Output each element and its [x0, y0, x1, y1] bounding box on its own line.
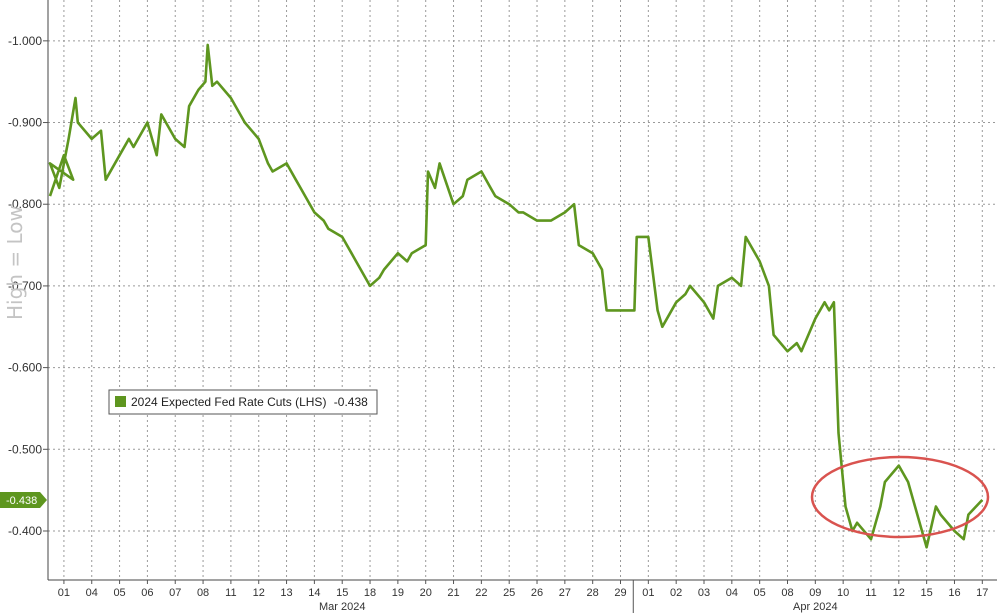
x-tick-label: 01	[58, 587, 70, 599]
x-tick-label: 13	[280, 587, 292, 599]
x-tick-label: 17	[976, 587, 988, 599]
last-value-tag-label: -0.438	[6, 495, 37, 507]
legend-series-name: 2024 Expected Fed Rate Cuts (LHS)	[131, 395, 326, 409]
x-axis-months: Mar 2024 Apr 2024	[319, 601, 838, 613]
x-tick-label: 25	[503, 587, 515, 599]
y-tick-label: -0.800	[8, 197, 42, 211]
x-tick-label: 04	[86, 587, 98, 599]
x-tick-label: 26	[531, 587, 543, 599]
x-tick-label: 15	[336, 587, 348, 599]
month-label: Apr 2024	[793, 601, 838, 613]
x-tick-label: 21	[447, 587, 459, 599]
x-tick-label: 14	[308, 587, 320, 599]
x-tick-label: 10	[837, 587, 849, 599]
y-tick-label: -0.500	[8, 442, 42, 456]
x-axis-ticks: 01 04 05 06 07 08 11 12 13 14 15 18 19 20 21 22 25 26 27 28…	[58, 580, 988, 599]
series-layer	[48, 43, 984, 549]
x-tick-label: 29	[614, 587, 626, 599]
x-tick-label: 03	[698, 587, 710, 599]
legend: 2024 Expected Fed Rate Cuts (LHS) -0.438	[108, 389, 378, 415]
y-tick-label: -0.600	[8, 361, 42, 375]
x-tick-label: 16	[948, 587, 960, 599]
x-tick-label: 27	[559, 587, 571, 599]
y-tick-label: -0.700	[8, 279, 42, 293]
x-tick-label: 12	[893, 587, 905, 599]
axes	[47, 0, 997, 613]
y-axis-ticks: -0.400 -0.500 -0.600 -0.700 -0.800 -0.900 -1.0…	[8, 34, 48, 538]
x-tick-label: 09	[809, 587, 821, 599]
x-tick-label: 01	[642, 587, 654, 599]
y-scale-label: High = Low	[3, 205, 27, 320]
x-tick-label: 06	[141, 587, 153, 599]
x-tick-label: 02	[670, 587, 682, 599]
x-tick-label: 28	[587, 587, 599, 599]
last-value-tag: -0.438	[0, 491, 47, 508]
y-tick-label: -0.900	[8, 116, 42, 130]
x-tick-label: 05	[754, 587, 766, 599]
x-tick-label: 15	[921, 587, 933, 599]
legend-series-value: -0.438	[334, 395, 368, 409]
month-label: Mar 2024	[319, 601, 365, 613]
legend-swatch	[115, 396, 126, 407]
highlight-ellipse	[810, 455, 990, 539]
x-tick-label: 11	[225, 587, 236, 599]
x-tick-label: 08	[197, 587, 209, 599]
x-tick-label: 18	[364, 587, 376, 599]
x-tick-label: 12	[253, 587, 265, 599]
x-tick-label: 08	[781, 587, 793, 599]
gridlines	[48, 0, 997, 580]
x-tick-label: 05	[113, 587, 125, 599]
x-tick-label: 20	[420, 587, 432, 599]
y-tick-label: -0.400	[8, 524, 42, 538]
x-tick-label: 07	[169, 587, 181, 599]
series-line	[48, 43, 984, 549]
x-tick-label: 19	[392, 587, 404, 599]
legend-series-label: 2024 Expected Fed Rate Cuts (LHS) -0.438	[131, 395, 368, 409]
x-tick-label: 11	[865, 587, 876, 599]
last-value-tag-shape	[0, 491, 47, 508]
x-tick-label: 22	[475, 587, 487, 599]
x-tick-label: 04	[726, 587, 738, 599]
legend-box	[108, 389, 378, 415]
y-tick-label: -1.000	[8, 34, 42, 48]
